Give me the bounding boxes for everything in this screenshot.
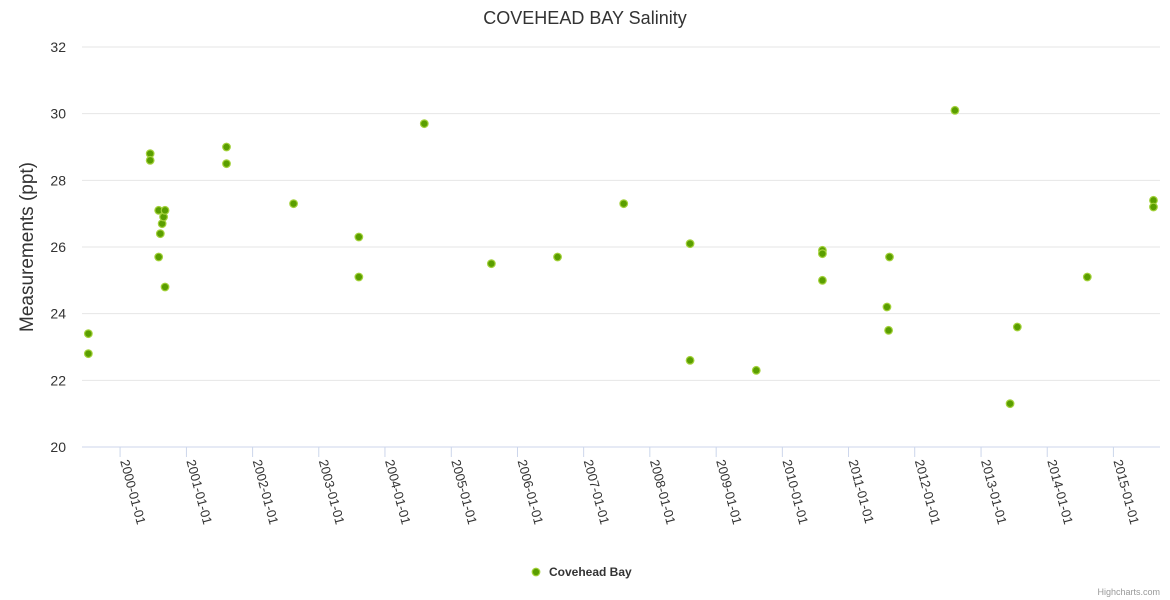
legend[interactable]: Covehead Bay [531,565,632,579]
scatter-series[interactable] [83,105,1158,409]
data-point[interactable] [885,252,894,262]
legend-marker-icon [531,567,541,577]
data-point[interactable] [222,142,231,152]
data-point[interactable] [1005,399,1015,409]
grid-lines [82,46,1160,381]
data-point[interactable] [154,252,164,262]
y-axis-ticks: 20 22 24 26 28 30 32 [50,39,66,455]
data-point[interactable] [83,329,93,339]
data-point[interactable] [685,355,695,365]
data-point[interactable] [419,119,429,129]
data-point[interactable] [160,282,170,292]
data-point[interactable] [818,249,827,259]
data-point[interactable] [222,159,231,169]
y-tick-label: 22 [50,372,66,388]
data-point[interactable] [685,239,695,249]
data-point[interactable] [818,275,827,285]
data-point[interactable] [354,272,364,282]
data-point[interactable] [289,199,298,209]
data-point[interactable] [751,365,761,375]
legend-item-label[interactable]: Covehead Bay [549,565,632,579]
data-point[interactable] [1082,272,1092,282]
data-point[interactable] [950,105,960,115]
data-point[interactable] [882,302,892,312]
chart-title: COVEHEAD BAY Salinity [483,8,686,28]
y-tick-label: 30 [50,106,66,122]
data-point[interactable] [145,155,155,165]
y-tick-label: 28 [50,172,66,188]
y-axis-label: Measurements (ppt) [17,162,38,332]
y-tick-label: 24 [50,306,66,322]
data-point[interactable] [486,259,496,269]
data-point[interactable] [619,199,629,209]
data-point[interactable] [354,232,364,242]
data-point[interactable] [1012,322,1022,332]
data-point[interactable] [160,205,170,215]
credits-link[interactable]: Highcharts.com [1097,587,1160,597]
data-point[interactable] [1149,202,1158,212]
y-tick-label: 32 [50,39,66,55]
data-point[interactable] [553,252,562,262]
data-point[interactable] [83,349,93,359]
y-tick-label: 26 [50,239,66,255]
data-point[interactable] [884,325,893,335]
y-tick-label: 20 [50,439,66,455]
data-point[interactable] [155,229,165,239]
